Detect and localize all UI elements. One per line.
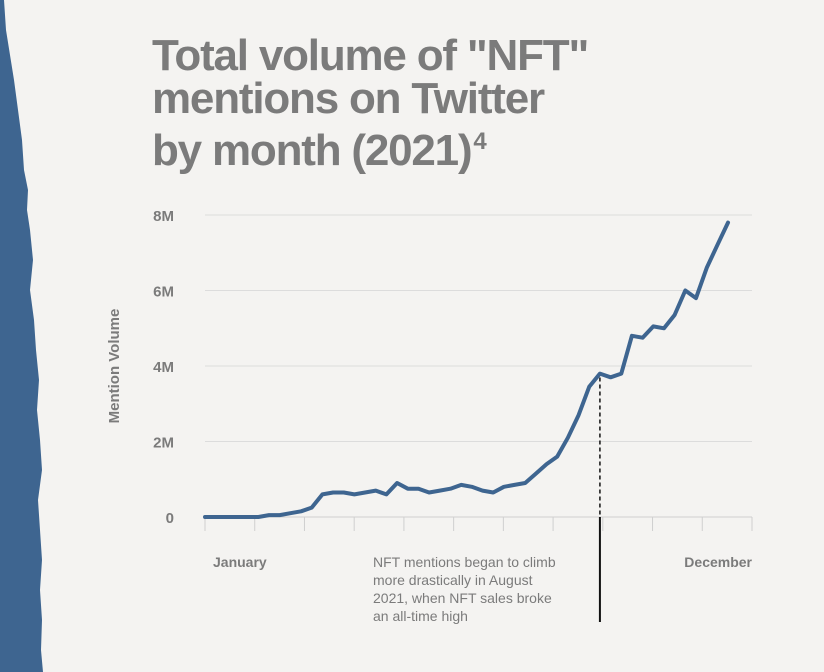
data-points	[203, 221, 730, 519]
y-tick-label: 0	[166, 510, 174, 527]
data-point	[705, 266, 709, 270]
data-point	[651, 324, 655, 328]
data-point	[278, 513, 282, 517]
y-tick-label: 8M	[153, 208, 174, 225]
data-point	[331, 490, 335, 494]
data-point	[502, 485, 506, 489]
y-tick-label: 2M	[153, 435, 174, 452]
data-point	[310, 506, 314, 510]
x-label-december: December	[684, 554, 752, 570]
data-point	[683, 289, 687, 293]
annotation-line: more drastically in August	[373, 572, 533, 588]
torn-paper-edge	[0, 0, 43, 672]
y-tick-label: 6M	[153, 284, 174, 301]
data-point	[438, 489, 442, 493]
data-point	[459, 483, 463, 487]
data-point	[267, 513, 271, 517]
data-point	[320, 492, 324, 496]
data-point	[545, 462, 549, 466]
data-point	[491, 490, 495, 494]
data-point	[555, 455, 559, 459]
y-axis-label: Mention Volume	[106, 309, 123, 424]
data-point	[214, 515, 218, 519]
data-point	[427, 490, 431, 494]
y-axis-tick-labels: 0 2M 4M 6M 8M	[153, 208, 174, 527]
title-footnote-marker: 4	[473, 128, 487, 155]
data-point	[534, 472, 538, 476]
data-point	[470, 485, 474, 489]
data-point	[715, 243, 719, 247]
data-point	[363, 490, 367, 494]
data-point	[641, 336, 645, 340]
data-point	[342, 490, 346, 494]
title-line-3-text: by month (2021)	[152, 126, 473, 175]
annotation-line: NFT mentions began to climb	[373, 554, 556, 570]
data-point	[374, 489, 378, 493]
x-label-january: January	[213, 554, 267, 570]
title-line-3: by month (2021)4	[152, 120, 588, 175]
data-point	[619, 372, 623, 376]
data-point	[384, 492, 388, 496]
data-point	[673, 313, 677, 317]
title-line-1: Total volume of "NFT"	[152, 31, 589, 80]
series-line-mention-volume	[203, 220, 730, 519]
data-point	[566, 436, 570, 440]
data-point	[481, 489, 485, 493]
data-point	[416, 487, 420, 491]
data-point	[203, 515, 207, 519]
title-line-2: mentions on Twitter	[152, 74, 545, 123]
data-point	[224, 515, 228, 519]
data-point	[662, 326, 666, 330]
data-point	[395, 481, 399, 485]
data-point	[246, 515, 250, 519]
data-point	[448, 487, 452, 491]
annotation-text: NFT mentions began to climb more drastica…	[373, 554, 556, 624]
data-point	[726, 221, 730, 225]
y-tick-label: 4M	[153, 359, 174, 376]
data-point	[609, 375, 613, 379]
data-point	[630, 334, 634, 338]
chart-title: Total volume of "NFT" mentions on Twitte…	[152, 31, 589, 175]
data-point	[523, 481, 527, 485]
data-point	[299, 509, 303, 513]
gridlines	[205, 214, 752, 442]
data-point	[694, 296, 698, 300]
data-point	[406, 487, 410, 491]
data-point	[352, 492, 356, 496]
data-point	[587, 385, 591, 389]
annotation-line: an all-time high	[373, 608, 468, 624]
data-point	[256, 515, 260, 519]
data-point	[235, 515, 239, 519]
data-point	[513, 483, 517, 487]
data-point	[288, 511, 292, 515]
annotation-line: 2021, when NFT sales broke	[373, 590, 552, 606]
data-point	[577, 413, 581, 417]
x-axis-ticks	[204, 517, 753, 531]
data-point	[598, 372, 602, 376]
